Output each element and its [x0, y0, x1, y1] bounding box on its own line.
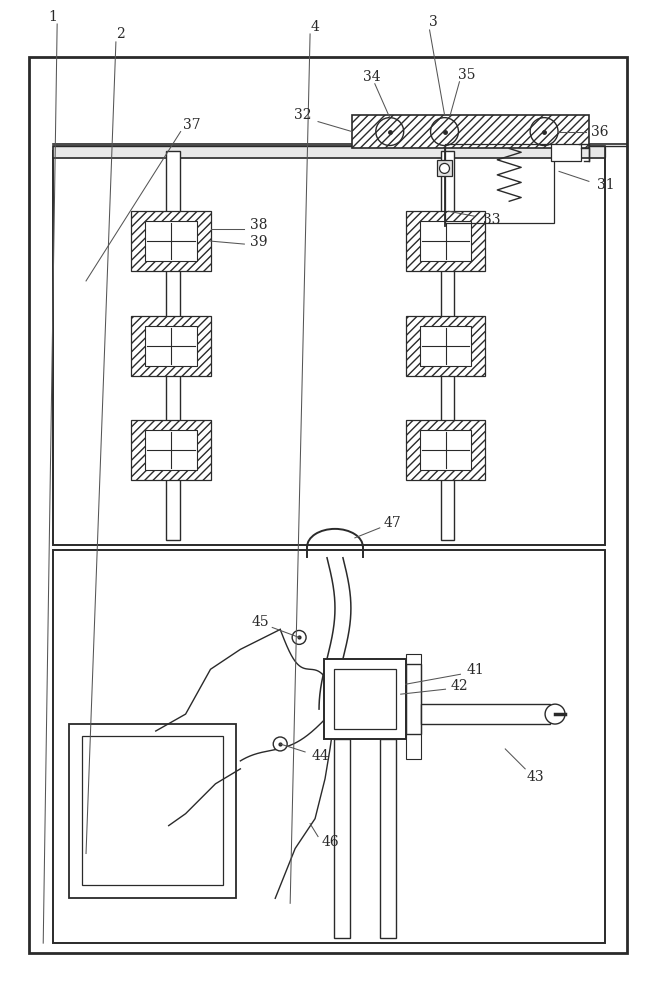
- Text: 36: 36: [591, 125, 609, 139]
- Bar: [420, 326, 471, 366]
- Bar: [145, 430, 197, 470]
- Bar: [131, 211, 211, 271]
- Text: 2: 2: [116, 27, 125, 41]
- Bar: [352, 115, 589, 148]
- Text: 39: 39: [249, 235, 267, 249]
- Text: 32: 32: [294, 108, 312, 122]
- Bar: [551, 144, 581, 161]
- Bar: [436, 160, 453, 176]
- Bar: [334, 739, 350, 938]
- Bar: [145, 221, 197, 261]
- Bar: [53, 550, 605, 943]
- Text: 44: 44: [311, 749, 329, 763]
- Text: 42: 42: [451, 679, 468, 693]
- Text: 3: 3: [429, 15, 438, 29]
- Circle shape: [545, 704, 565, 724]
- Bar: [406, 211, 486, 271]
- Circle shape: [440, 163, 449, 173]
- Bar: [131, 316, 211, 376]
- Bar: [420, 704, 550, 724]
- Bar: [420, 430, 471, 470]
- Bar: [406, 316, 486, 376]
- Bar: [406, 654, 420, 759]
- Text: 46: 46: [321, 835, 339, 849]
- Text: 34: 34: [363, 70, 380, 84]
- Bar: [166, 151, 180, 540]
- Bar: [420, 221, 471, 261]
- Bar: [380, 739, 395, 938]
- Text: 33: 33: [482, 213, 500, 227]
- Circle shape: [292, 630, 306, 644]
- Bar: [145, 326, 197, 366]
- Bar: [406, 420, 486, 480]
- Text: 31: 31: [597, 178, 615, 192]
- Bar: [82, 736, 224, 885]
- Bar: [406, 664, 420, 734]
- Bar: [53, 147, 605, 157]
- Text: 4: 4: [311, 20, 320, 34]
- Circle shape: [273, 737, 287, 751]
- Text: 35: 35: [458, 68, 475, 82]
- Text: 43: 43: [526, 770, 544, 784]
- Bar: [53, 151, 605, 545]
- Bar: [440, 151, 455, 540]
- Bar: [131, 420, 211, 480]
- Bar: [324, 659, 406, 739]
- Text: 1: 1: [49, 10, 58, 24]
- Bar: [334, 669, 395, 729]
- Bar: [445, 144, 554, 223]
- Text: 41: 41: [467, 663, 484, 677]
- Text: 45: 45: [251, 615, 269, 629]
- Bar: [53, 146, 605, 158]
- Bar: [69, 724, 236, 898]
- Text: 38: 38: [249, 218, 267, 232]
- Text: 47: 47: [384, 516, 401, 530]
- Text: 37: 37: [183, 118, 201, 132]
